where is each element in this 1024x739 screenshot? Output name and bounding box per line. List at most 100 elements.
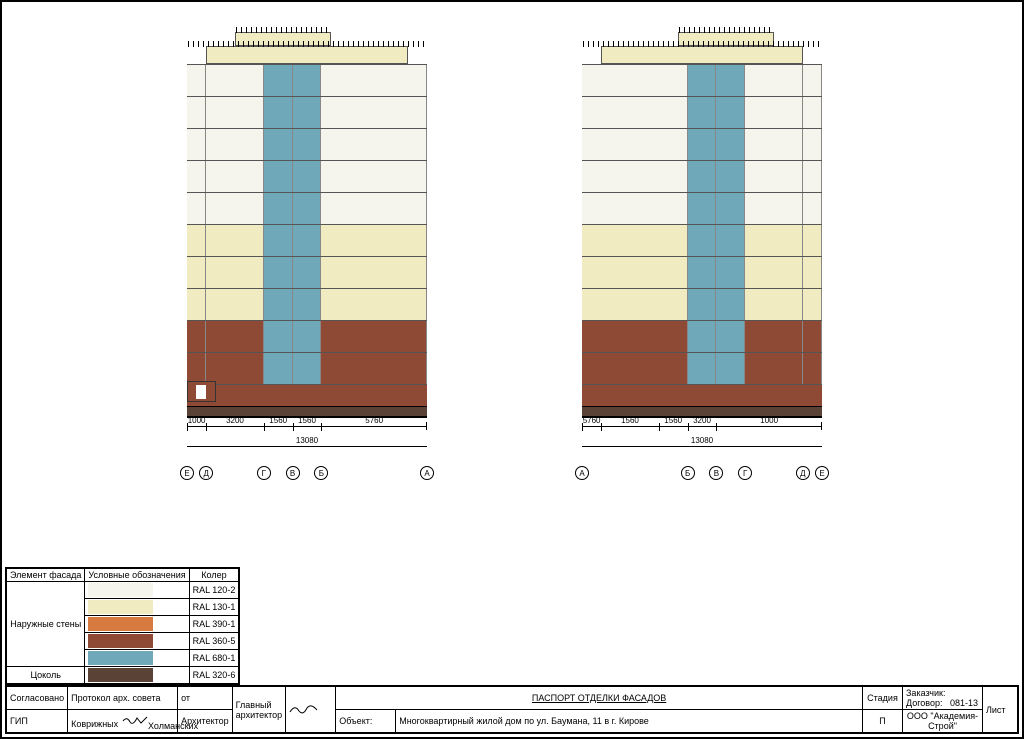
stage-label: Стадия: [863, 687, 903, 710]
facade-panel: [803, 161, 822, 192]
company: ООО "Академия-Строй": [903, 710, 983, 733]
facade-panel: [321, 65, 427, 96]
axis-marker: А: [575, 466, 589, 480]
axis-marker: Г: [738, 466, 752, 480]
facade-panel: [321, 193, 427, 224]
facade-panel: [264, 193, 293, 224]
facade-panel: [716, 257, 745, 288]
facade-panel: [745, 193, 803, 224]
facade-panel: [206, 193, 264, 224]
dim-total: 13080: [296, 436, 318, 445]
entrance: [187, 381, 216, 402]
facade-panel: [206, 65, 264, 96]
facade-panel: [264, 225, 293, 256]
facade-panel: [321, 353, 427, 384]
facade-panel: [716, 193, 745, 224]
facade-panel: [582, 353, 688, 384]
facade-panel: [206, 97, 264, 128]
axis-marker: Е: [815, 466, 829, 480]
dim-value: 1560: [621, 416, 639, 425]
facade-panel: [187, 97, 206, 128]
facade-panel: [264, 353, 293, 384]
facade-panel: [293, 321, 322, 352]
facade-panel: [582, 65, 688, 96]
facade-panel: [321, 97, 427, 128]
axis-marker: Г: [257, 466, 271, 480]
facade-panel: [582, 289, 688, 320]
customer-label: Заказчик:: [906, 688, 945, 698]
facade-panel: [716, 353, 745, 384]
legend-color-label: RAL 130-1: [189, 599, 239, 616]
arch-name: Холманских: [148, 721, 198, 731]
facade-panel: [293, 97, 322, 128]
facade-panel: [582, 225, 688, 256]
facade-panel: [688, 225, 717, 256]
sheet-label: Лист: [983, 687, 1018, 733]
facade-panel: [187, 65, 206, 96]
facade-panel: [716, 129, 745, 160]
soglas-label: Согласовано: [7, 687, 68, 710]
axis-marker: В: [709, 466, 723, 480]
facade-panel: [745, 225, 803, 256]
dim-value: 5760: [583, 416, 601, 425]
object-text: Многоквартирный жилой дом по ул. Баумана…: [396, 710, 863, 733]
stage-val: П: [863, 710, 903, 733]
legend-swatch: [88, 617, 153, 631]
facade-panel: [187, 193, 206, 224]
facade-panel: [803, 353, 822, 384]
legend-swatch: [88, 600, 153, 614]
dim-value: 1560: [269, 416, 287, 425]
gip-name: Коврижных: [71, 719, 118, 729]
facade-panel: [582, 257, 688, 288]
main-arch-sig: [286, 687, 336, 733]
legend-swatch: [88, 651, 153, 665]
facade-panel: [264, 321, 293, 352]
dim-value: 5760: [365, 416, 383, 425]
axis-marker: Б: [681, 466, 695, 480]
facade-panel: [321, 161, 427, 192]
legend-socle-label: Цоколь: [7, 667, 85, 684]
facade-panel: [264, 257, 293, 288]
facade-panel: [321, 289, 427, 320]
facade-panel: [803, 65, 822, 96]
main-arch-label: Главный архитектор: [232, 687, 286, 733]
facade-panel: [187, 321, 206, 352]
facade-panel: [803, 129, 822, 160]
dim-value: 1000: [188, 416, 206, 425]
building-elevation-left: 1000320015601560576013080ЕДГВБА: [187, 32, 427, 484]
facade-panel: [187, 225, 206, 256]
facade-panel: [688, 257, 717, 288]
facade-panel: [582, 321, 688, 352]
facade-panel: [187, 289, 206, 320]
facade-panel: [293, 161, 322, 192]
protokol-label: Протокол арх. совета: [68, 687, 178, 710]
facade-panel: [716, 97, 745, 128]
facade-panel: [321, 225, 427, 256]
facade-panel: [206, 353, 264, 384]
facade-panel: [582, 193, 688, 224]
ot-label: от: [178, 687, 233, 710]
legend-color-label: RAL 360-5: [189, 633, 239, 650]
facade-panel: [293, 193, 322, 224]
ground-floor: [187, 384, 427, 406]
axis-marker: Д: [796, 466, 810, 480]
axis-marker: Б: [314, 466, 328, 480]
facade-panel: [803, 257, 822, 288]
facade-panel: [206, 129, 264, 160]
doc-title: ПАСПОРТ ОТДЕЛКИ ФАСАДОВ: [336, 687, 863, 710]
socle: [582, 406, 822, 416]
contract-label: Договор:: [906, 698, 942, 708]
color-legend: Элемент фасада Условные обозначения Коле…: [5, 567, 240, 685]
legend-group-walls: Наружные стены: [7, 582, 85, 667]
facade-panel: [688, 289, 717, 320]
facade-panel: [688, 129, 717, 160]
dim-value: 1560: [298, 416, 316, 425]
facade-panel: [745, 129, 803, 160]
facade-panel: [745, 257, 803, 288]
facade-panel: [716, 225, 745, 256]
facade-panel: [187, 129, 206, 160]
axis-marker: Е: [180, 466, 194, 480]
facade-panel: [582, 97, 688, 128]
ground-floor: [582, 384, 822, 406]
facade-panel: [206, 161, 264, 192]
